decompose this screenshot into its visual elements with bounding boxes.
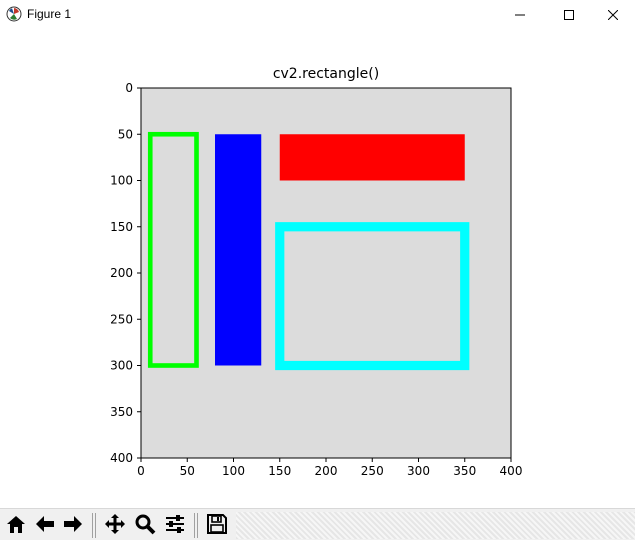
forward-arrow-icon xyxy=(62,513,84,539)
maximize-icon xyxy=(564,5,574,24)
x-tick-label: 50 xyxy=(180,464,195,478)
forward-button[interactable] xyxy=(60,513,85,538)
back-button[interactable] xyxy=(32,513,57,538)
y-tick-label: 300 xyxy=(110,359,133,373)
home-icon xyxy=(5,513,27,539)
toolbar-separator xyxy=(95,513,96,538)
green-outline-rectangle xyxy=(147,131,199,368)
chart-title: cv2.rectangle() xyxy=(273,66,379,82)
x-tick-label: 100 xyxy=(222,464,245,478)
toolbar-separator xyxy=(92,513,93,538)
save-icon xyxy=(206,513,228,539)
window-titlebar: Figure 1 xyxy=(0,0,635,30)
y-tick-label: 100 xyxy=(110,174,133,188)
x-tick-label: 200 xyxy=(315,464,338,478)
zoom-icon xyxy=(134,513,156,539)
y-tick-label: 0 xyxy=(125,81,133,95)
zoom-button[interactable] xyxy=(132,513,157,538)
maximize-button[interactable] xyxy=(546,0,592,28)
y-tick-label: 400 xyxy=(110,451,133,465)
y-tick-label: 350 xyxy=(110,405,133,419)
plot-svg: cv2.rectangle() 0 50 100 150 200 250 300 350 400… xyxy=(110,66,522,478)
x-tick-label: 400 xyxy=(500,464,523,478)
figure-canvas[interactable]: cv2.rectangle() 0 50 100 150 200 250 300 350 400… xyxy=(0,30,635,508)
window-title: Figure 1 xyxy=(27,7,72,21)
y-tick-label: 50 xyxy=(118,127,133,141)
toolbar-message-area xyxy=(236,512,635,539)
x-tick-label: 150 xyxy=(268,464,291,478)
y-axis-ticks: 0 50 100 150 200 250 300 350 400 xyxy=(110,81,141,465)
x-axis-ticks: 0 50 100 150 200 250 300 350 400 xyxy=(137,458,522,478)
save-button[interactable] xyxy=(204,513,229,538)
configure-subplots-icon xyxy=(164,513,186,539)
pan-button[interactable] xyxy=(102,513,127,538)
blue-filled-rectangle xyxy=(215,134,262,366)
minimize-button[interactable] xyxy=(497,0,543,28)
x-tick-label: 0 xyxy=(137,464,145,478)
home-button[interactable] xyxy=(3,513,28,538)
x-tick-label: 250 xyxy=(361,464,384,478)
back-arrow-icon xyxy=(34,513,56,539)
pan-icon xyxy=(104,513,126,539)
y-tick-label: 250 xyxy=(110,312,133,326)
x-tick-label: 300 xyxy=(407,464,430,478)
close-icon xyxy=(607,5,619,24)
minimize-icon xyxy=(515,5,525,24)
y-tick-label: 150 xyxy=(110,220,133,234)
navigation-toolbar xyxy=(0,508,635,540)
x-tick-label: 350 xyxy=(453,464,476,478)
cyan-outline-rectangle xyxy=(275,222,470,371)
toolbar-separator xyxy=(194,513,195,538)
red-filled-rectangle xyxy=(279,134,465,181)
rectangles-group xyxy=(147,131,470,371)
matplotlib-icon xyxy=(6,6,22,22)
y-tick-label: 200 xyxy=(110,266,133,280)
close-button[interactable] xyxy=(590,0,635,28)
toolbar-separator xyxy=(197,513,198,538)
configure-subplots-button[interactable] xyxy=(162,513,187,538)
